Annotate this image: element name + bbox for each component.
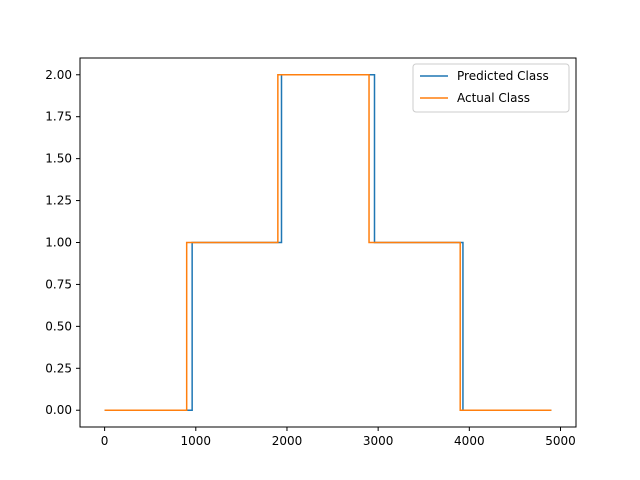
x-tick-label: 2000 (272, 434, 303, 448)
y-axis: 0.00 0.25 0.50 0.75 1.00 1.25 1.50 1.75 2.00 (45, 68, 80, 417)
y-tick-label: 0.75 (45, 277, 72, 291)
series-line-0 (104, 74, 552, 411)
x-tick-label: 4000 (454, 434, 485, 448)
x-axis: 0 1000 2000 3000 4000 5000 (101, 427, 576, 448)
y-tick-label: 0.50 (45, 319, 72, 333)
series-layer (104, 74, 552, 411)
y-tick-label: 0.25 (45, 361, 72, 375)
x-tick-label: 0 (101, 434, 109, 448)
y-tick-label: 1.25 (45, 194, 72, 208)
y-tick-label: 1.50 (45, 152, 72, 166)
x-tick-label: 1000 (181, 434, 212, 448)
y-tick-label: 1.75 (45, 110, 72, 124)
legend-label-actual: Actual Class (457, 91, 530, 105)
y-tick-label: 0.00 (45, 403, 72, 417)
legend-box (412, 63, 570, 113)
axes-frame (79, 57, 577, 428)
x-tick-label: 3000 (363, 434, 394, 448)
x-tick-label: 5000 (545, 434, 576, 448)
y-tick-label: 2.00 (45, 68, 72, 82)
series-line-1 (104, 74, 552, 411)
legend: Predicted Class Actual Class (412, 63, 570, 113)
legend-label-predicted: Predicted Class (457, 69, 549, 83)
y-tick-label: 1.00 (45, 236, 72, 250)
